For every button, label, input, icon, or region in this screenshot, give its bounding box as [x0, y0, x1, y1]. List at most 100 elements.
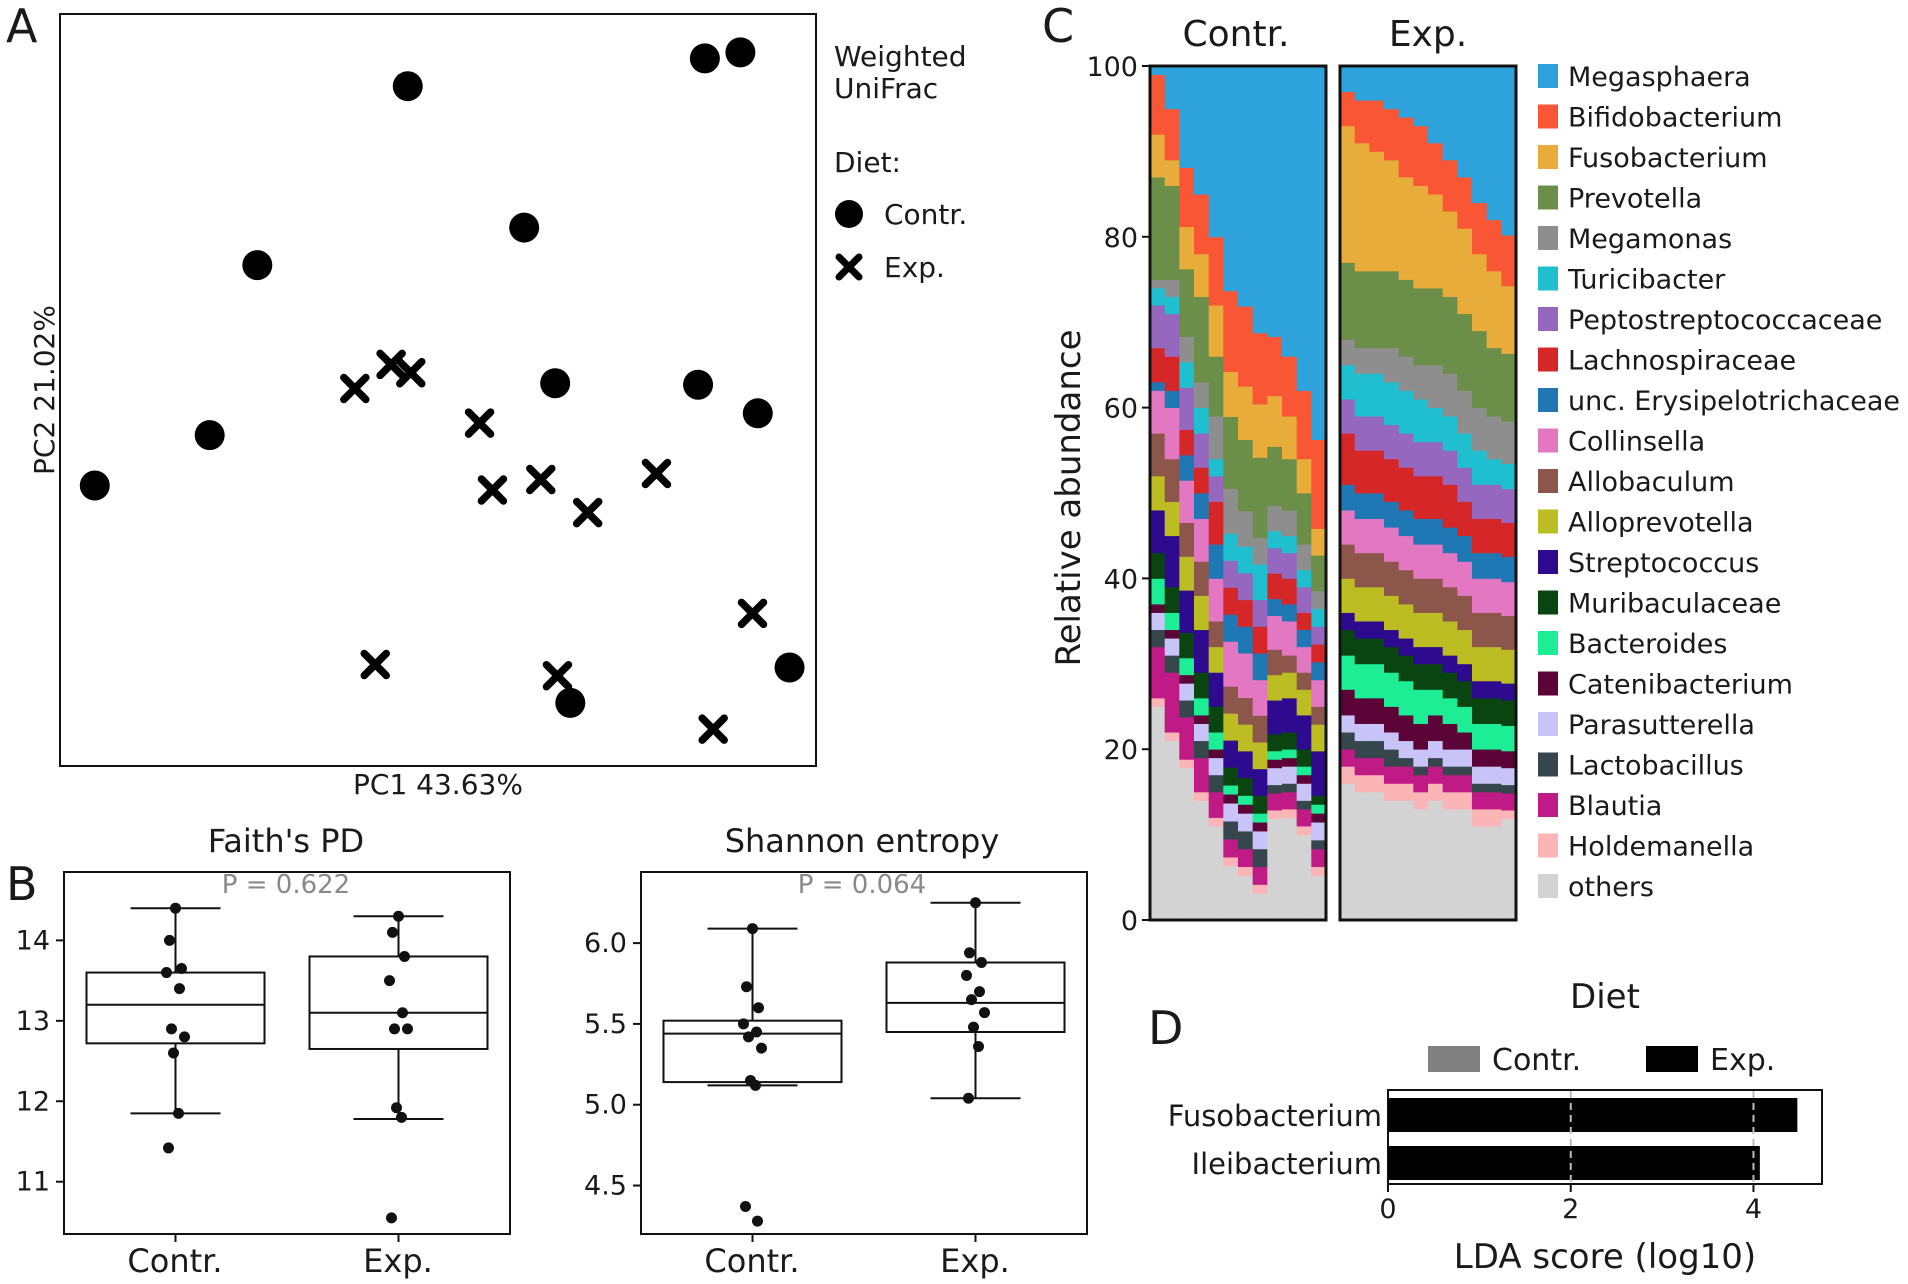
taxa-segment-streptococcus [1282, 697, 1298, 733]
taxa-segment-streptococcus [1340, 612, 1356, 631]
taxa-segment-megamonas [1398, 356, 1414, 391]
faith-title: Faith's PD [208, 822, 364, 860]
shannon-y-tick-label: 5.5 [584, 1009, 627, 1040]
taxa-segment-blautia [1164, 672, 1180, 733]
taxa-segment-alloprevotella [1384, 595, 1400, 631]
taxa-segment-catenibacterium [1428, 715, 1444, 742]
taxa-segment-unc-erysipelotrichaceae [1442, 527, 1458, 554]
pcoa-point-exp [572, 497, 603, 528]
taxa-segment-parasutterella [1384, 732, 1400, 750]
taxa-segment-collinsella [1442, 552, 1458, 588]
faith-panel: Faith's PD P = 0.622 11 12 13 14 Contr. Exp… [16, 822, 511, 1280]
taxa-segment-alloprevotella [1296, 689, 1312, 716]
taxa-segment-turicibacter [1282, 535, 1298, 554]
taxa-segment-lactobacillus [1164, 655, 1180, 673]
taxa-segment-blautia [1311, 848, 1327, 868]
taxa-segment-alloprevotella [1413, 612, 1429, 648]
taxa-segment-megamonas [1267, 505, 1283, 532]
taxa-segment-others [1442, 808, 1458, 921]
taxa-legend-swatch [1538, 145, 1558, 169]
taxa-segment-turicibacter [1340, 364, 1356, 400]
taxa-segment-lachnospiraceae [1384, 458, 1400, 502]
faith-data-point [402, 1023, 413, 1035]
taxa-segment-megamonas [1252, 537, 1268, 565]
taxa-segment-megasphaera [1442, 66, 1458, 161]
taxa-segment-bifidobacterium [1164, 108, 1180, 161]
taxa-segment-megasphaera [1223, 66, 1239, 292]
taxa-segment-lachnospiraceae [1311, 644, 1327, 663]
taxa-segment-unc-erysipelotrichaceae [1398, 510, 1414, 537]
taxa-segment-blautia [1282, 791, 1298, 810]
taxa-segment-bifidobacterium [1208, 236, 1224, 306]
taxa-segment-megamonas [1457, 390, 1473, 434]
taxa-segment-prevotella [1252, 457, 1268, 538]
taxa-segment-bacteroides [1354, 663, 1370, 699]
taxa-segment-lactobacillus [1238, 831, 1254, 850]
pcoa-point-exp [477, 475, 508, 505]
taxa-segment-blautia [1442, 774, 1458, 793]
taxa-segment-collinsella [1354, 518, 1370, 554]
taxa-segment-alloprevotella [1457, 629, 1473, 665]
taxa-segment-lactobacillus [1486, 783, 1502, 793]
taxa-segment-prevotella [1238, 439, 1254, 512]
taxa-segment-lactobacillus [1354, 740, 1370, 759]
taxa-segment-holdemanella [1398, 783, 1414, 801]
taxa-segment-fusobacterium [1179, 226, 1195, 270]
taxa-segment-bifidobacterium [1150, 74, 1166, 135]
taxa-y-tick-label: 20 [1104, 735, 1138, 766]
taxa-segment-blautia [1384, 766, 1400, 784]
taxa-segment-holdemanella [1208, 817, 1224, 827]
taxa-segment-unc-erysipelotrichaceae [1252, 653, 1268, 681]
taxa-segment-unc-erysipelotrichaceae [1164, 390, 1180, 408]
taxa-segment-turicibacter [1208, 458, 1224, 477]
shannon-data-point [756, 1042, 767, 1054]
panel-letter-c: C [1042, 0, 1074, 53]
taxa-segment-bacteroides [1413, 689, 1429, 724]
taxa-segment-blautia [1194, 757, 1210, 793]
taxa-segment-bifidobacterium [1354, 100, 1370, 144]
taxa-segment-megasphaera [1340, 66, 1356, 93]
taxa-segment-turicibacter [1150, 288, 1166, 306]
taxa-segment-bifidobacterium [1369, 100, 1385, 152]
taxa-segment-lachnospiraceae [1413, 475, 1429, 520]
taxa-segment-fusobacterium [1208, 305, 1224, 357]
taxa-legend-swatch [1538, 469, 1558, 493]
pcoa-point-exp [526, 464, 556, 495]
taxa-segment-catenibacterium [1194, 715, 1210, 724]
taxa-segment-muribaculaceae [1150, 552, 1166, 579]
taxa-segment-holdemanella [1442, 791, 1458, 810]
taxa-legend-label: Megamonas [1568, 224, 1732, 255]
taxa-legend-label: Allobaculum [1568, 467, 1735, 498]
taxa-segment-bacteroides [1340, 655, 1356, 690]
taxa-segment-streptococcus [1296, 715, 1312, 750]
taxa-segment-prevotella [1194, 296, 1210, 383]
taxa-segment-parasutterella [1369, 723, 1385, 742]
taxa-segment-prevotella [1267, 446, 1283, 507]
taxa-segment-parasutterella [1501, 767, 1517, 786]
taxa-segment-holdemanella [1311, 866, 1327, 876]
taxa-segment-muribaculaceae [1486, 697, 1502, 724]
taxa-segment-peptostreptococcaceae [1413, 441, 1429, 477]
taxa-segment-allobaculum [1457, 595, 1473, 631]
taxa-segment-lachnospiraceae [1179, 429, 1195, 456]
taxa-segment-fusobacterium [1413, 185, 1429, 289]
taxa-segment-megasphaera [1150, 66, 1166, 75]
taxa-segment-muribaculaceae [1354, 638, 1370, 665]
taxa-frame-contr [1148, 64, 1328, 922]
taxa-segment-megamonas [1472, 407, 1488, 451]
taxa-segment-catenibacterium [1267, 759, 1283, 769]
taxa-segment-megamonas [1369, 347, 1385, 374]
taxa-legend-swatch [1538, 550, 1558, 574]
taxa-segment-bifidobacterium [1384, 108, 1400, 161]
taxa-segment-turicibacter [1179, 361, 1195, 388]
shannon-y-tick-label: 6.0 [584, 928, 627, 959]
taxa-segment-bacteroides [1501, 725, 1517, 752]
taxa-segment-blautia [1413, 774, 1429, 793]
taxa-segment-lactobacillus [1457, 766, 1473, 776]
taxa-segment-catenibacterium [1296, 774, 1312, 784]
taxa-group-contr: Contr. [1182, 14, 1289, 55]
taxa-segment-megamonas [1238, 510, 1254, 547]
taxa-segment-collinsella [1252, 679, 1268, 716]
taxa-segment-alloprevotella [1208, 646, 1224, 673]
taxa-segment-muribaculaceae [1267, 733, 1283, 752]
